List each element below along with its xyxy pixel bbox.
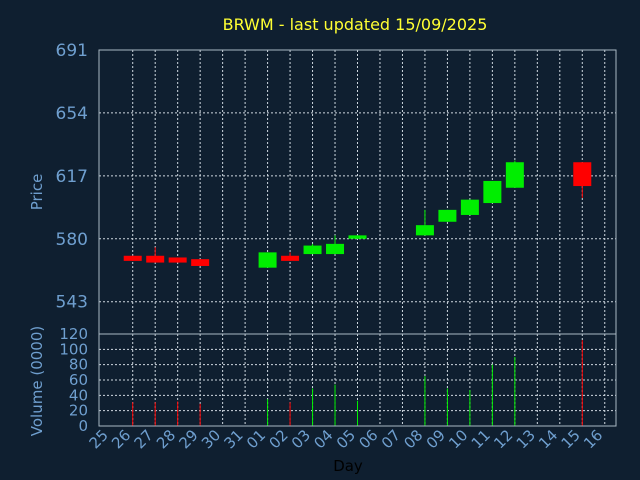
price-y-ticks: 543 580 617 654 691 xyxy=(56,41,88,313)
candle-body xyxy=(460,199,479,215)
candle-body xyxy=(348,235,367,239)
candles xyxy=(123,160,592,268)
volume-axis-label: Volume (0000) xyxy=(28,326,46,436)
volume-plot-frame xyxy=(98,333,617,427)
price-y-tick-label: 617 xyxy=(56,167,88,187)
candle-body xyxy=(168,257,187,263)
x-axis-label: Day xyxy=(333,457,363,475)
price-y-tick-label: 543 xyxy=(56,293,88,313)
volume-bars xyxy=(132,340,583,426)
volume-y-tick-label: 100 xyxy=(59,340,88,358)
price-y-tick-label: 654 xyxy=(56,104,88,124)
candle-body xyxy=(258,252,277,268)
volume-y-tick-label: 20 xyxy=(69,402,88,420)
candle-body xyxy=(123,255,142,261)
volume-y-tick-label: 0 xyxy=(78,417,88,435)
chart-title: BRWM - last updated 15/09/2025 xyxy=(223,15,488,34)
candle-body xyxy=(573,162,592,187)
candle-body xyxy=(483,180,502,204)
candle-body xyxy=(303,245,322,255)
candle-body xyxy=(415,225,434,236)
price-y-tick-label: 691 xyxy=(56,41,88,61)
volume-y-tick-label: 120 xyxy=(59,325,88,343)
volume-y-tick-label: 80 xyxy=(69,356,88,374)
price-grid xyxy=(99,50,616,334)
volume-y-tick-label: 40 xyxy=(69,386,88,404)
candle-body xyxy=(505,162,524,188)
price-y-tick-label: 580 xyxy=(56,230,88,250)
x-tick-label: 16 xyxy=(580,426,606,452)
candle-body xyxy=(281,255,300,261)
candle-body xyxy=(438,209,457,222)
candle-body xyxy=(326,243,345,255)
candle-body xyxy=(191,259,210,266)
volume-y-tick-label: 60 xyxy=(69,371,88,389)
price-axis-label: Price xyxy=(28,174,46,211)
candle-body xyxy=(146,255,165,263)
x-ticks: 2526272829303101020304050607080910111213… xyxy=(86,426,607,452)
